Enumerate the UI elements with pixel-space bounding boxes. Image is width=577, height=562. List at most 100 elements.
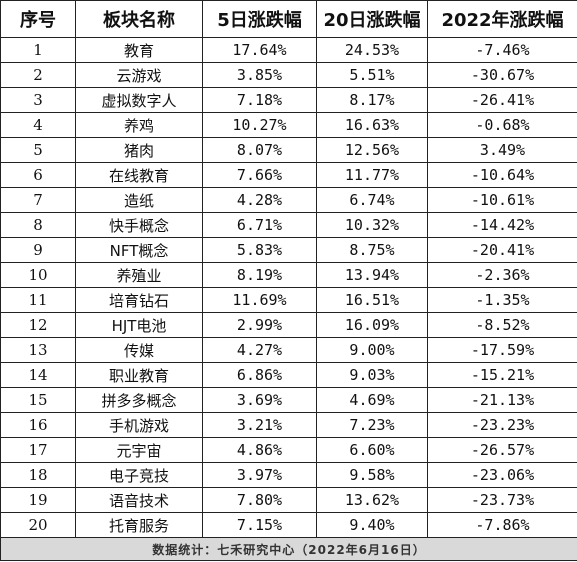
cell-20d-change: 12.56%	[316, 137, 428, 163]
cell-5d-change: 3.97%	[202, 462, 317, 488]
cell-5d-change: 2.99%	[202, 312, 317, 338]
cell-sector-name: 传媒	[75, 337, 203, 363]
cell-5d-change: 4.86%	[202, 437, 317, 463]
footer-row: 数据统计：七禾研究中心（2022年6月16日）	[0, 537, 577, 561]
cell-2022-change: -7.86%	[427, 512, 577, 538]
cell-20d-change: 16.09%	[316, 312, 428, 338]
table-body: 1 教育 17.64% 24.53% -7.46% 2 云游戏 3.85% 5.51% -30.6…	[0, 37, 577, 538]
header-2022-change: 2022年涨跌幅	[427, 0, 577, 38]
cell-2022-change: -2.36%	[427, 262, 577, 288]
cell-index: 6	[0, 162, 76, 188]
cell-index: 1	[0, 37, 76, 63]
table-row: 13 传媒 4.27% 9.00% -17.59%	[0, 337, 577, 363]
cell-index: 15	[0, 387, 76, 413]
table-row: 11 培育钻石 11.69% 16.51% -1.35%	[0, 287, 577, 313]
data-source-note: 数据统计：七禾研究中心（2022年6月16日）	[0, 537, 577, 561]
table-row: 12 HJT电池 2.99% 16.09% -8.52%	[0, 312, 577, 338]
cell-2022-change: -0.68%	[427, 112, 577, 138]
cell-5d-change: 7.66%	[202, 162, 317, 188]
cell-5d-change: 11.69%	[202, 287, 317, 313]
table-row: 20 托育服务 7.15% 9.40% -7.86%	[0, 512, 577, 538]
cell-20d-change: 13.62%	[316, 487, 428, 513]
cell-20d-change: 6.74%	[316, 187, 428, 213]
cell-2022-change: -26.41%	[427, 87, 577, 113]
cell-sector-name: 托育服务	[75, 512, 203, 538]
cell-5d-change: 7.18%	[202, 87, 317, 113]
cell-2022-change: -23.06%	[427, 462, 577, 488]
cell-index: 2	[0, 62, 76, 88]
header-row: 序号 板块名称 5日涨跌幅 20日涨跌幅 2022年涨跌幅	[0, 0, 577, 38]
cell-index: 20	[0, 512, 76, 538]
cell-sector-name: 教育	[75, 37, 203, 63]
cell-2022-change: -20.41%	[427, 237, 577, 263]
table-row: 10 养殖业 8.19% 13.94% -2.36%	[0, 262, 577, 288]
table-row: 5 猪肉 8.07% 12.56% 3.49%	[0, 137, 577, 163]
cell-2022-change: -30.67%	[427, 62, 577, 88]
cell-5d-change: 17.64%	[202, 37, 317, 63]
cell-index: 9	[0, 237, 76, 263]
cell-2022-change: 3.49%	[427, 137, 577, 163]
cell-5d-change: 7.80%	[202, 487, 317, 513]
cell-5d-change: 6.71%	[202, 212, 317, 238]
table-row: 19 语音技术 7.80% 13.62% -23.73%	[0, 487, 577, 513]
header-index: 序号	[0, 0, 76, 38]
cell-sector-name: 拼多多概念	[75, 387, 203, 413]
cell-sector-name: 猪肉	[75, 137, 203, 163]
cell-20d-change: 16.63%	[316, 112, 428, 138]
cell-5d-change: 8.07%	[202, 137, 317, 163]
cell-20d-change: 7.23%	[316, 412, 428, 438]
cell-index: 7	[0, 187, 76, 213]
cell-5d-change: 3.21%	[202, 412, 317, 438]
cell-20d-change: 13.94%	[316, 262, 428, 288]
cell-20d-change: 9.58%	[316, 462, 428, 488]
cell-sector-name: 元宇宙	[75, 437, 203, 463]
header-20d-change: 20日涨跌幅	[316, 0, 428, 38]
cell-sector-name: 语音技术	[75, 487, 203, 513]
cell-5d-change: 5.83%	[202, 237, 317, 263]
cell-index: 4	[0, 112, 76, 138]
cell-sector-name: 云游戏	[75, 62, 203, 88]
cell-sector-name: 虚拟数字人	[75, 87, 203, 113]
cell-sector-name: 造纸	[75, 187, 203, 213]
cell-index: 5	[0, 137, 76, 163]
cell-20d-change: 9.03%	[316, 362, 428, 388]
table-row: 17 元宇宙 4.86% 6.60% -26.57%	[0, 437, 577, 463]
table-row: 16 手机游戏 3.21% 7.23% -23.23%	[0, 412, 577, 438]
cell-2022-change: -7.46%	[427, 37, 577, 63]
cell-20d-change: 5.51%	[316, 62, 428, 88]
table-row: 9 NFT概念 5.83% 8.75% -20.41%	[0, 237, 577, 263]
cell-5d-change: 6.86%	[202, 362, 317, 388]
cell-2022-change: -26.57%	[427, 437, 577, 463]
cell-2022-change: -8.52%	[427, 312, 577, 338]
table-row: 2 云游戏 3.85% 5.51% -30.67%	[0, 62, 577, 88]
cell-index: 8	[0, 212, 76, 238]
cell-20d-change: 6.60%	[316, 437, 428, 463]
table-row: 14 职业教育 6.86% 9.03% -15.21%	[0, 362, 577, 388]
table-row: 8 快手概念 6.71% 10.32% -14.42%	[0, 212, 577, 238]
cell-2022-change: -17.59%	[427, 337, 577, 363]
cell-5d-change: 4.28%	[202, 187, 317, 213]
cell-sector-name: 快手概念	[75, 212, 203, 238]
table-row: 3 虚拟数字人 7.18% 8.17% -26.41%	[0, 87, 577, 113]
cell-2022-change: -15.21%	[427, 362, 577, 388]
cell-2022-change: -23.73%	[427, 487, 577, 513]
cell-index: 19	[0, 487, 76, 513]
cell-20d-change: 8.75%	[316, 237, 428, 263]
cell-5d-change: 8.19%	[202, 262, 317, 288]
cell-index: 17	[0, 437, 76, 463]
cell-sector-name: 养鸡	[75, 112, 203, 138]
table-row: 6 在线教育 7.66% 11.77% -10.64%	[0, 162, 577, 188]
cell-20d-change: 11.77%	[316, 162, 428, 188]
cell-5d-change: 10.27%	[202, 112, 317, 138]
cell-2022-change: -23.23%	[427, 412, 577, 438]
header-sector-name: 板块名称	[75, 0, 203, 38]
cell-index: 18	[0, 462, 76, 488]
cell-20d-change: 16.51%	[316, 287, 428, 313]
cell-index: 13	[0, 337, 76, 363]
cell-2022-change: -10.64%	[427, 162, 577, 188]
cell-2022-change: -21.13%	[427, 387, 577, 413]
cell-sector-name: 在线教育	[75, 162, 203, 188]
cell-20d-change: 8.17%	[316, 87, 428, 113]
cell-sector-name: 养殖业	[75, 262, 203, 288]
